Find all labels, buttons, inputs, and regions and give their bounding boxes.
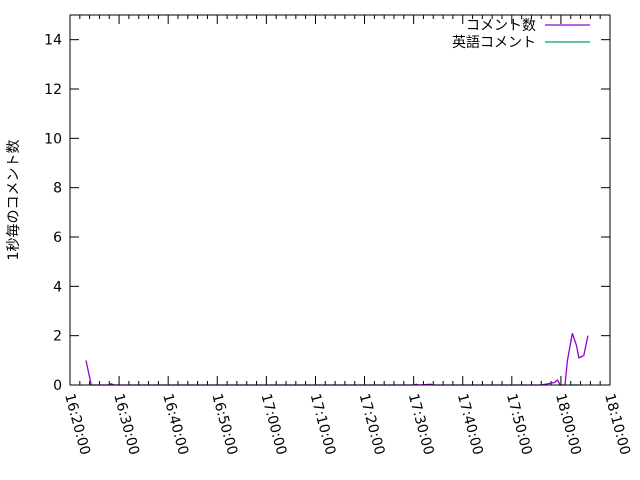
y-tick-label: 12: [44, 82, 62, 98]
x-tick-label: 16:50:00: [208, 392, 240, 457]
x-tick-label: 16:30:00: [110, 392, 142, 457]
y-tick-label: 0: [53, 378, 62, 394]
x-tick-label: 17:10:00: [307, 392, 339, 457]
legend: コメント数 英語コメント: [452, 18, 590, 51]
series-line-0: [85, 332, 589, 386]
x-tick-label: 18:00:00: [552, 392, 584, 457]
x-tick-label: 18:10:00: [601, 392, 633, 457]
y-tick-label: 10: [44, 131, 62, 147]
y-tick-label: 2: [53, 329, 62, 345]
x-tick-label: 17:00:00: [257, 392, 289, 457]
y-tick-label: 14: [44, 33, 62, 49]
x-tick-label: 16:20:00: [61, 392, 93, 457]
x-tick-label: 17:20:00: [356, 392, 388, 457]
x-tick-label: 17:50:00: [503, 392, 535, 457]
x-tick-label: 17:30:00: [405, 392, 437, 457]
y-tick-label: 6: [53, 230, 62, 246]
x-tick-label: 17:40:00: [454, 392, 486, 457]
y-tick-label: 8: [53, 181, 62, 197]
x-tick-label: 16:40:00: [159, 392, 191, 457]
y-tick-label: 4: [53, 279, 62, 295]
plot-border: [69, 14, 611, 386]
legend-label-1: 英語コメント: [452, 34, 536, 51]
legend-label-0: コメント数: [466, 18, 536, 34]
y-axis-label: 1秒毎のコメント数: [6, 140, 22, 261]
